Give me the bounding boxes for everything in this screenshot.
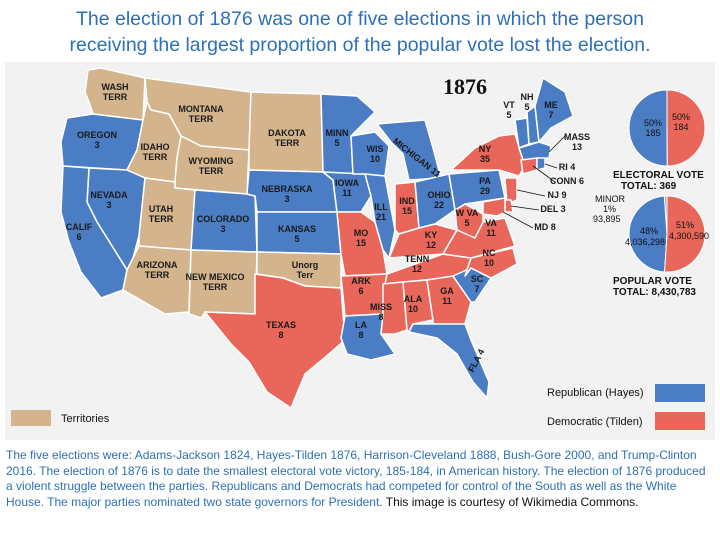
label-miss: MISS 8 — [370, 302, 392, 322]
label-ind: IND 15 — [399, 196, 415, 216]
leader-lines — [502, 135, 566, 229]
label-nh: NH 5 — [521, 92, 534, 112]
label-montana-terr: MONTANA TERR — [178, 104, 224, 124]
label-ohio: OHIO 22 — [427, 190, 450, 210]
label-pa: PA 29 — [479, 176, 491, 196]
label-conn: CONN 6 — [550, 176, 584, 186]
legend-democratic-swatch — [655, 412, 705, 430]
pv-minor-votes: 93,895 — [593, 214, 621, 224]
legend-territory-swatch — [11, 410, 51, 426]
label-iowa: IOWA 11 — [335, 178, 359, 198]
state-ohio — [414, 173, 456, 229]
state-colorado — [190, 189, 258, 253]
caption-credit: This image is courtesy of Wikimedia Comm… — [382, 494, 639, 509]
label-nebraska: NEBRASKA 3 — [261, 184, 313, 204]
label-nevada: NEVADA 3 — [90, 190, 128, 210]
label-sc: SC 7 — [471, 274, 484, 294]
popular-rep-slice — [628, 195, 668, 273]
state-md — [482, 197, 506, 217]
label-vt: VT 5 — [503, 100, 515, 120]
label-ky: KY 12 — [425, 230, 438, 250]
label-va: VA 11 — [485, 218, 497, 238]
state-mass — [518, 141, 552, 161]
label-arizona-terr: ARIZONA TERR — [137, 260, 178, 280]
map-year: 1876 — [443, 74, 487, 99]
label-ill: ILL 21 — [374, 202, 388, 222]
pv-caption: POPULAR VOTE — [613, 276, 692, 287]
label-ala: ALA 10 — [404, 294, 423, 314]
label-la: LA 8 — [355, 320, 367, 340]
label-idaho-terr: IDAHO TERR — [141, 142, 170, 162]
state-arizona-terr — [122, 245, 192, 315]
election-map: WASH TERR MONTANA TERR OREGON 3 IDAHO TERR W… — [5, 62, 715, 440]
pv-minor-label: MINOR — [595, 194, 625, 204]
legend-republican: Republican (Hayes) — [547, 387, 644, 399]
pv-dem-votes: 4,300,590 — [669, 231, 709, 241]
legend-territories: Territories — [61, 413, 110, 425]
pv-total: TOTAL: 8,430,783 — [613, 287, 696, 298]
ev-rep-pct: 50% — [644, 118, 662, 128]
label-md: MD 8 — [534, 222, 556, 232]
ev-dem-pct: 50% — [672, 112, 690, 122]
label-tenn: TENN 12 — [405, 254, 430, 274]
label-minn: MINN 5 — [326, 128, 349, 148]
slide-title: The election of 1876 was one of five ele… — [0, 6, 720, 58]
state-ri — [536, 157, 546, 171]
legend-republican-swatch — [655, 384, 705, 402]
ev-caption: ELECTORAL VOTE — [613, 170, 704, 181]
state-ill — [364, 173, 396, 259]
label-nj: NJ 9 — [547, 190, 566, 200]
ev-dem-votes: 184 — [673, 122, 688, 132]
label-oregon: OREGON 3 — [77, 130, 117, 150]
label-w-va: W VA 5 — [456, 208, 479, 228]
pv-minor-pct: 1% — [603, 204, 616, 214]
label-calif: CALIF 6 — [66, 222, 93, 242]
state-nj — [504, 177, 518, 205]
popular-dem-slice — [664, 195, 706, 273]
label-ri: RI 4 — [559, 162, 576, 172]
legend-democratic: Democratic (Tilden) — [547, 416, 643, 428]
electoral-vote-pie: 50% 185 50% 184 ELECTORAL VOTE TOTAL: 36… — [613, 89, 706, 192]
label-texas: TEXAS 8 — [266, 320, 296, 340]
state-fla — [408, 323, 490, 399]
pv-rep-pct: 48% — [640, 226, 658, 236]
popular-minor-slice — [663, 195, 668, 235]
label-mass: MASS 13 — [564, 132, 590, 152]
label-nc: NC 10 — [483, 248, 496, 268]
label-new-mexico-terr: NEW MEXICO TERR — [185, 272, 244, 292]
state-texas — [204, 273, 346, 409]
label-me: ME 7 — [544, 100, 558, 120]
pv-rep-votes: 4,036,298 — [625, 237, 665, 247]
title-line-2: receiving the largest proportion of the … — [69, 34, 651, 56]
caption-body: The five elections were: Adams-Jackson 1… — [6, 448, 706, 509]
label-kansas: KANSAS 5 — [278, 224, 316, 244]
label-ga: GA 11 — [440, 286, 454, 306]
label-utah-terr: UTAH TERR — [149, 204, 174, 224]
label-wis: WIS 10 — [367, 144, 384, 164]
state-conn — [520, 157, 538, 175]
pv-dem-pct: 51% — [676, 220, 694, 230]
electoral-dem-slice — [666, 89, 706, 167]
popular-vote-pie: MINOR 1% 93,895 48% 4,036,298 51% 4,300,… — [593, 194, 709, 298]
label-ny: NY 35 — [479, 144, 492, 164]
label-dakota-terr: DAKOTA TERR — [268, 128, 306, 148]
label-del: DEL 3 — [540, 204, 565, 214]
ev-rep-votes: 185 — [645, 128, 660, 138]
label-wyoming-terr: WYOMING TERR — [189, 156, 234, 176]
label-ark: ARK 6 — [351, 276, 371, 296]
map-canvas: WASH TERR MONTANA TERR OREGON 3 IDAHO TERR W… — [11, 67, 709, 430]
legend: Territories Republican (Hayes) Democrati… — [11, 384, 705, 430]
title-line-1: The election of 1876 was one of five ele… — [75, 8, 644, 30]
label-colorado: COLORADO 3 — [197, 214, 250, 234]
label-unorg-terr: Unorg Terr — [292, 260, 319, 280]
label-mo: MO 15 — [354, 228, 369, 248]
electoral-rep-slice — [628, 89, 668, 167]
state-mo — [336, 211, 388, 277]
caption: The five elections were: Adams-Jackson 1… — [6, 448, 714, 510]
label-wash-terr: WASH TERR — [102, 82, 129, 102]
ev-total: TOTAL: 369 — [621, 181, 677, 192]
